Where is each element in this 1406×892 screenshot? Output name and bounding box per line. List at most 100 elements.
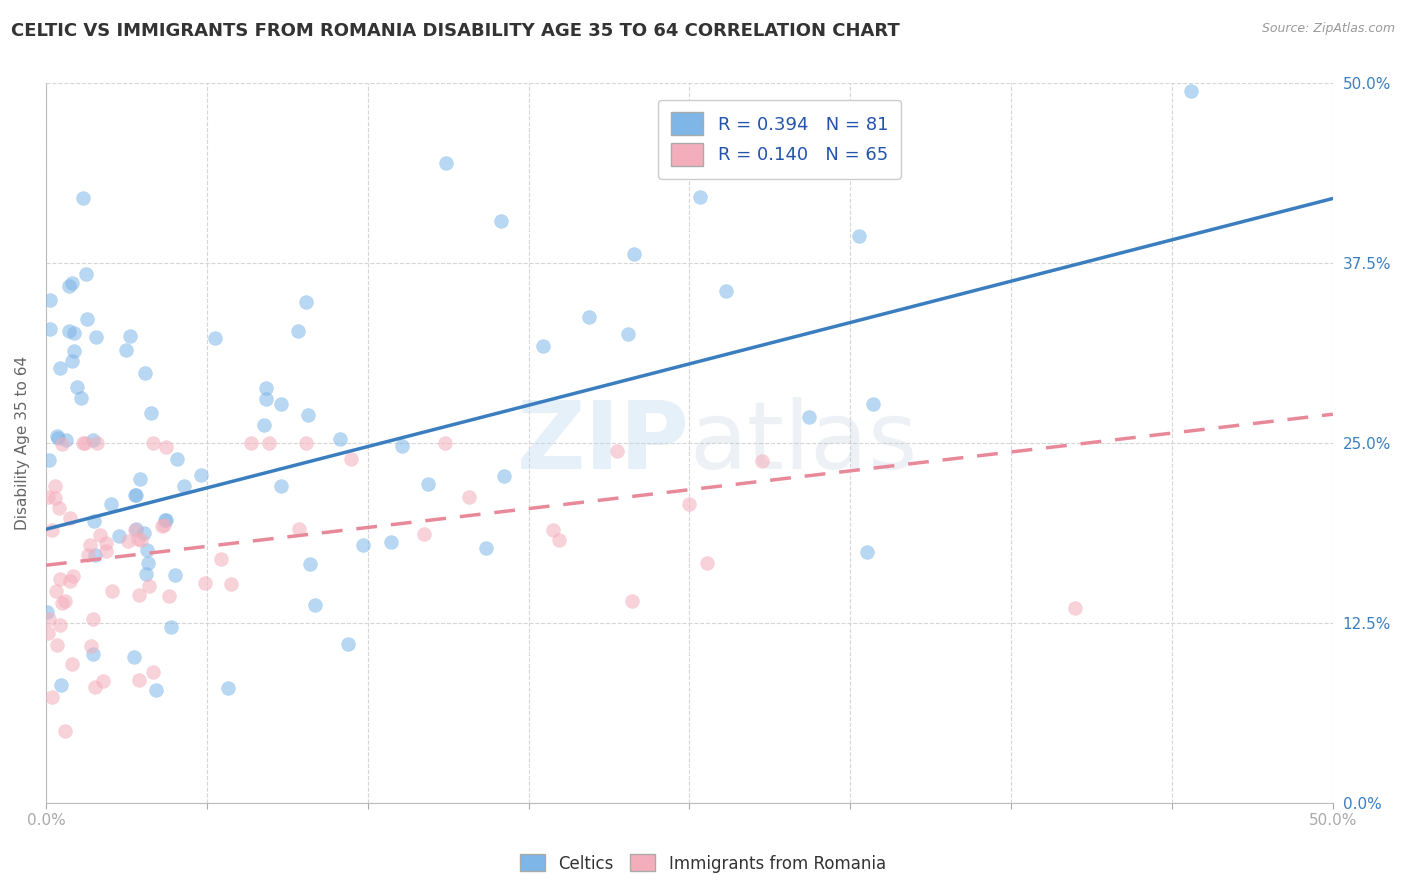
Point — [166, 452, 188, 467]
Point — [155, 440, 177, 454]
Point — [66, 380, 89, 394]
Point — [129, 471, 152, 485]
Point — [41, 523, 63, 537]
Point — [45, 584, 67, 599]
Point — [128, 673, 150, 687]
Point — [132, 526, 155, 541]
Point — [848, 229, 870, 244]
Point — [44, 479, 66, 493]
Point — [714, 285, 737, 299]
Point — [60, 354, 83, 368]
Point — [75, 436, 97, 450]
Point — [101, 583, 124, 598]
Point — [797, 409, 820, 424]
Point — [38, 452, 60, 467]
Point — [51, 437, 73, 451]
Point — [475, 541, 498, 556]
Point — [76, 549, 98, 563]
Point — [413, 527, 436, 541]
Point — [380, 535, 402, 549]
Point — [115, 343, 138, 358]
Point — [190, 467, 212, 482]
Text: atlas: atlas — [689, 397, 918, 489]
Point — [209, 552, 232, 566]
Point — [578, 310, 600, 325]
Point — [45, 638, 67, 652]
Point — [49, 361, 72, 376]
Point — [259, 436, 281, 450]
Point — [48, 500, 70, 515]
Point — [122, 650, 145, 665]
Point — [60, 276, 83, 290]
Point — [173, 479, 195, 493]
Point — [72, 191, 94, 205]
Point — [288, 522, 311, 536]
Point — [38, 322, 60, 336]
Y-axis label: Disability Age 35 to 64: Disability Age 35 to 64 — [15, 356, 30, 530]
Point — [124, 488, 146, 502]
Legend: Celtics, Immigrants from Romania: Celtics, Immigrants from Romania — [513, 847, 893, 880]
Point — [287, 325, 309, 339]
Point — [304, 598, 326, 612]
Point — [295, 295, 318, 310]
Point — [100, 496, 122, 510]
Point — [155, 513, 177, 527]
Point — [44, 491, 66, 505]
Point — [142, 436, 165, 450]
Point — [127, 532, 149, 546]
Point — [58, 324, 80, 338]
Point — [53, 594, 76, 608]
Point — [51, 597, 73, 611]
Point — [270, 479, 292, 493]
Point — [37, 626, 59, 640]
Point — [434, 155, 457, 169]
Point — [541, 523, 564, 537]
Point — [152, 518, 174, 533]
Point — [118, 329, 141, 343]
Point — [82, 647, 104, 661]
Point — [94, 544, 117, 558]
Point — [53, 723, 76, 738]
Point — [329, 432, 352, 446]
Point — [117, 533, 139, 548]
Point — [352, 538, 374, 552]
Point — [295, 436, 318, 450]
Point — [75, 267, 97, 281]
Point — [60, 657, 83, 672]
Point — [623, 247, 645, 261]
Point — [219, 577, 242, 591]
Point — [94, 535, 117, 549]
Point — [217, 681, 239, 696]
Point — [89, 528, 111, 542]
Point — [124, 488, 146, 502]
Point — [531, 339, 554, 353]
Point — [136, 556, 159, 570]
Point — [38, 293, 60, 308]
Point — [606, 444, 628, 458]
Point — [59, 574, 82, 589]
Point — [855, 544, 877, 558]
Point — [489, 214, 512, 228]
Point — [458, 490, 481, 504]
Point — [62, 344, 84, 359]
Point — [70, 392, 93, 406]
Point — [86, 329, 108, 343]
Point — [391, 439, 413, 453]
Point — [157, 590, 180, 604]
Point — [145, 683, 167, 698]
Point — [253, 417, 276, 432]
Point — [79, 538, 101, 552]
Point — [617, 327, 640, 342]
Point — [254, 392, 277, 407]
Point — [79, 640, 101, 654]
Point — [91, 673, 114, 688]
Point — [55, 433, 77, 447]
Text: Source: ZipAtlas.com: Source: ZipAtlas.com — [1261, 22, 1395, 36]
Legend: R = 0.394   N = 81, R = 0.140   N = 65: R = 0.394 N = 81, R = 0.140 N = 65 — [658, 100, 901, 178]
Point — [254, 381, 277, 395]
Point — [1064, 601, 1087, 615]
Point — [298, 558, 321, 572]
Point — [434, 436, 457, 450]
Point — [48, 572, 70, 586]
Point — [150, 518, 173, 533]
